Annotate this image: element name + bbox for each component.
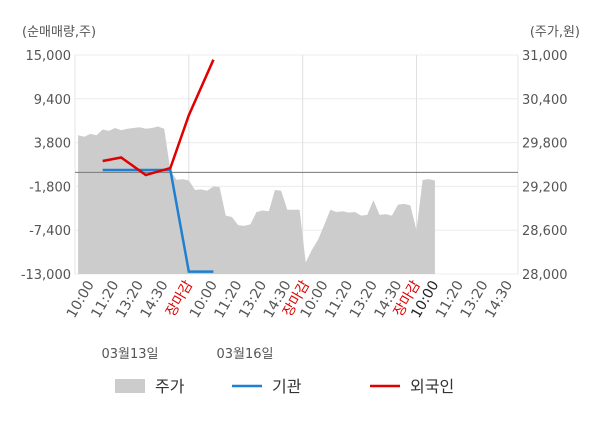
legend-swatch: [115, 379, 145, 393]
date-label: 03월16일: [216, 347, 273, 362]
y-axis-label: (순매매량,주): [22, 25, 96, 40]
y2-tick-label: 29,800: [522, 137, 568, 152]
y-tick-label: -1,800: [29, 180, 71, 195]
y2-tick-label: 29,200: [522, 180, 568, 195]
y2-tick-label: 30,400: [522, 93, 568, 108]
series-line: [102, 59, 215, 177]
legend-label: 기관: [272, 377, 302, 396]
date-label: 03월13일: [101, 347, 158, 362]
legend-label: 외국인: [410, 377, 454, 396]
y-tick-label: 15,000: [26, 49, 72, 64]
price-area: [78, 126, 435, 274]
legend-label: 주가: [155, 377, 185, 396]
y-tick-label: -13,000: [21, 268, 71, 283]
y-tick-label: 3,800: [34, 137, 71, 152]
y-tick-label: 9,400: [34, 93, 71, 108]
y-tick-label: -7,400: [29, 224, 71, 239]
y2-tick-label: 28,600: [522, 224, 568, 239]
y2-axis-label: (주가,원): [530, 25, 580, 40]
y2-tick-label: 28,000: [522, 268, 568, 283]
y2-tick-label: 31,000: [522, 49, 568, 64]
